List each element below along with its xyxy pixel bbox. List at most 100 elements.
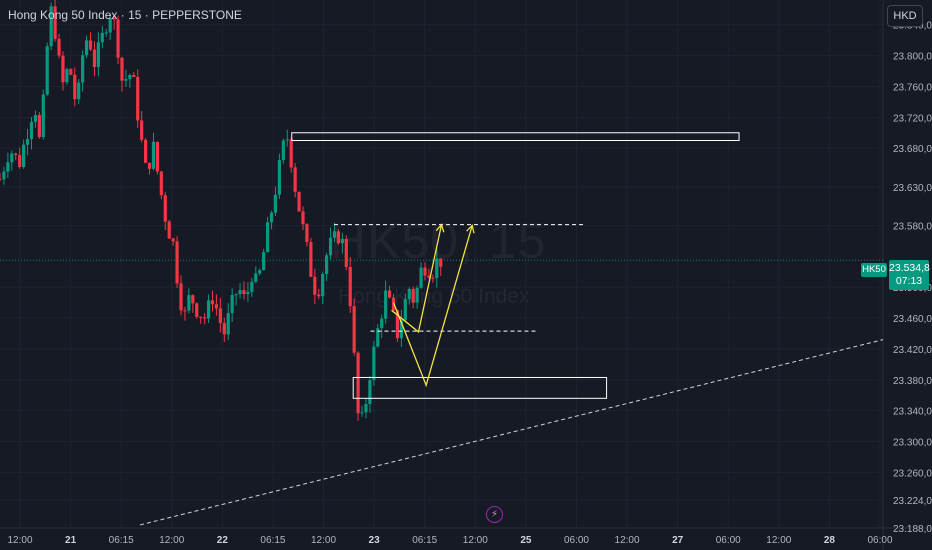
candle-body: [238, 290, 242, 295]
candle-body: [69, 69, 73, 75]
candle-body: [380, 318, 384, 329]
candle-body: [84, 40, 89, 56]
candle-body: [305, 224, 309, 243]
y-tick-label: 23.224,0: [893, 496, 932, 507]
y-tick-label: 23.630,0: [893, 183, 932, 194]
x-tick-label: 12:00: [311, 535, 336, 546]
candle-body: [336, 231, 341, 244]
x-tick-label: 12:00: [615, 535, 640, 546]
candle-body: [258, 270, 262, 274]
candle-body: [65, 69, 69, 83]
y-tick-label: 23.340,0: [893, 407, 932, 418]
lightning-icon[interactable]: ⚡: [486, 506, 503, 523]
candle-body: [191, 295, 195, 304]
candle-body: [407, 288, 411, 300]
candle-body: [356, 352, 360, 414]
candle-body: [132, 74, 136, 77]
candle-body: [218, 308, 222, 323]
candle-body: [415, 287, 419, 303]
candle-body: [285, 139, 289, 141]
x-tick-label: 06:00: [564, 535, 589, 546]
currency-button[interactable]: HKD: [887, 5, 923, 27]
candle-body: [88, 40, 93, 50]
candle-body: [262, 252, 266, 271]
candle-body: [116, 19, 120, 58]
x-tick-label: 23: [369, 535, 381, 546]
candle-body: [151, 141, 156, 169]
y-tick-label: 23.380,0: [893, 376, 932, 387]
candle-body: [73, 74, 77, 100]
candle-body: [352, 306, 356, 353]
candle-body: [179, 283, 183, 311]
candle-body: [325, 255, 329, 275]
candle-body: [387, 290, 392, 298]
candle-body: [297, 191, 301, 212]
candle-body: [120, 57, 124, 81]
x-tick-label: 06:15: [109, 535, 134, 546]
candle-body: [348, 266, 352, 307]
candle-body: [167, 221, 171, 239]
candle-body: [277, 160, 281, 195]
candle-body: [45, 46, 49, 95]
candle-body: [403, 299, 407, 321]
bar-countdown: 07:13: [895, 275, 923, 287]
candle-body: [96, 42, 100, 67]
chart-title: Hong Kong 50 Index · 15 · PEPPERSTONE: [8, 8, 242, 22]
candle-body: [175, 241, 179, 284]
candle-body: [376, 328, 380, 347]
candle-body: [81, 55, 85, 83]
candle-body: [203, 317, 207, 319]
candle-body: [29, 121, 34, 140]
candle-body: [435, 258, 439, 279]
candle-body: [104, 32, 108, 34]
candle-body: [112, 18, 116, 20]
projection-path: [391, 224, 443, 334]
projection-path: [392, 225, 473, 388]
demand-zone-box: [352, 376, 608, 399]
candle-body: [6, 162, 10, 172]
candle-body: [140, 120, 144, 140]
candle-body: [136, 76, 140, 121]
candle-body: [423, 267, 427, 276]
candle-body: [37, 115, 41, 138]
candle-body: [395, 310, 400, 339]
candle-body: [147, 162, 152, 169]
supply-zone-box: [291, 132, 740, 141]
x-tick-label: 12:00: [766, 535, 791, 546]
candle-body: [14, 153, 18, 155]
candle-body: [41, 94, 45, 138]
candle-body: [49, 6, 53, 47]
y-tick-label: 23.460,0: [893, 314, 932, 325]
x-tick-label: 22: [217, 535, 229, 546]
candle-body: [0, 179, 2, 181]
x-tick-label: 12:00: [7, 535, 32, 546]
y-tick-label: 23.720,0: [893, 113, 932, 124]
candle-body: [427, 275, 431, 278]
candle-body: [10, 153, 14, 163]
projection-arrowhead: [435, 223, 445, 233]
candle-body: [222, 322, 226, 335]
y-tick-label: 23.800,0: [893, 52, 932, 63]
candle-body: [384, 290, 388, 319]
candle-body: [328, 237, 333, 256]
symbol-badge: HK50: [861, 263, 887, 277]
candle-body: [155, 141, 160, 172]
candle-body: [183, 310, 187, 312]
y-tick-label: 23.420,0: [893, 345, 932, 356]
candle-body: [411, 288, 415, 303]
candle-body: [431, 277, 435, 279]
last-price-badge: 23.534,8 07:13: [889, 260, 930, 290]
y-tick-label: 23.188,0: [893, 524, 932, 535]
candle-body: [360, 412, 364, 414]
x-tick-label: 06:00: [716, 535, 741, 546]
candle-body: [344, 239, 348, 267]
candle-body: [321, 274, 325, 297]
candle-body: [206, 300, 211, 319]
candle-body: [159, 171, 163, 196]
candle-body: [313, 276, 317, 295]
candle-body: [317, 294, 321, 297]
candle-body: [254, 273, 258, 282]
candle-body: [214, 304, 219, 309]
